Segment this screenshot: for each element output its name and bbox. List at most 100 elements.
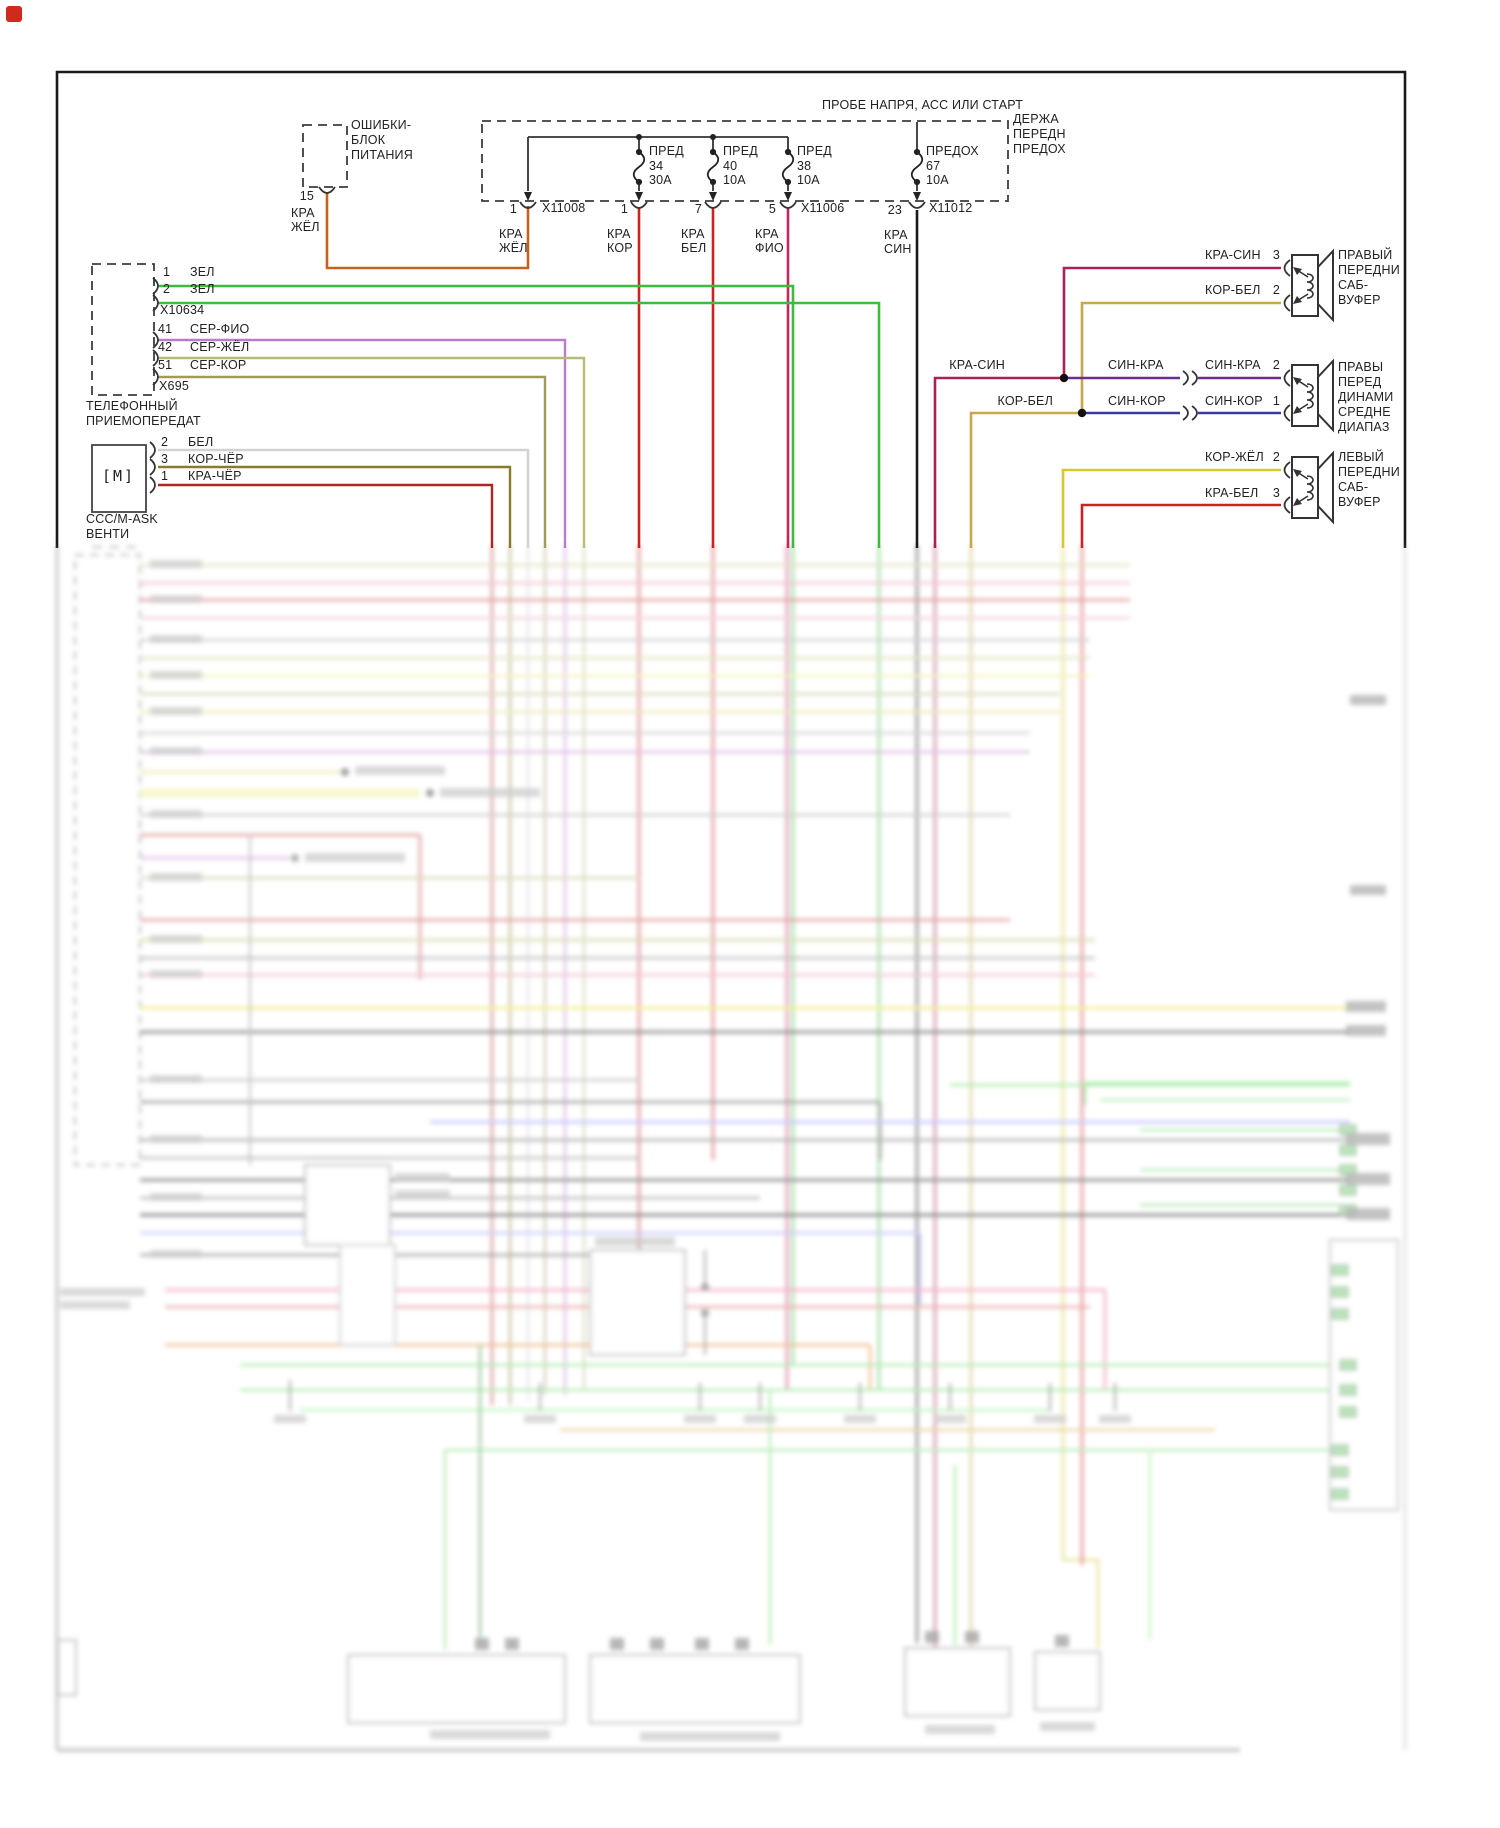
wire-label: КОР-ЧЁР <box>188 452 244 466</box>
connector-id: X11012 <box>929 201 973 215</box>
fuse-number: 67 <box>926 159 941 173</box>
fuse-label: ПРЕД <box>797 144 832 158</box>
fuse-rating: 10А <box>926 173 949 187</box>
diagram-frame <box>55 70 1407 548</box>
fuse-label: ПРЕД <box>723 144 758 158</box>
error-block-label: ОШИБКИ- <box>351 118 412 132</box>
pin-number: 41 <box>158 322 173 336</box>
wire-label: СИН-КОР <box>1108 394 1166 408</box>
wire-label: ЗЕЛ <box>190 282 215 296</box>
pin-number: 2 <box>1272 450 1280 464</box>
speaker-name: САБ- <box>1338 278 1369 292</box>
wire-kra-sin-speaker <box>933 266 1281 548</box>
wire-label: ЗЕЛ <box>190 265 215 279</box>
pin-number: 2 <box>163 282 171 296</box>
speaker-name: ПРАВЫ <box>1338 360 1384 374</box>
wire-label: КОР-БЕЛ <box>1205 283 1261 297</box>
wire-label: СИН-КОР <box>1205 394 1263 408</box>
pin-number: 3 <box>1272 248 1280 262</box>
wire-label: ЖЁЛ <box>499 241 528 255</box>
junction-dot <box>1077 408 1087 418</box>
wire-label: СЕР-ЖЁЛ <box>190 340 250 354</box>
blurred-diagram-region <box>50 545 1495 1828</box>
pin-number: 3 <box>1272 486 1280 500</box>
speaker-name: ПРАВЫЙ <box>1338 248 1393 262</box>
pin-number: 42 <box>158 340 173 354</box>
junction-dot <box>1059 373 1069 383</box>
pin-number: 2 <box>1272 358 1280 372</box>
telephone-box-outline <box>91 263 155 396</box>
wire-kra-bel <box>1080 503 1281 548</box>
speaker-name: САБ- <box>1338 480 1369 494</box>
component-name: ТЕЛЕФОННЫЙ <box>86 399 178 413</box>
wire-kor-bel-speaker <box>969 301 1281 548</box>
fuse-number: 38 <box>797 159 812 173</box>
blurred-artwork <box>55 545 1406 1752</box>
pin-number: 7 <box>694 202 702 216</box>
fuse-rating: 10А <box>797 173 820 187</box>
diagram-artwork <box>55 70 1407 548</box>
wire-label: КРА <box>755 227 779 241</box>
pin-number: 2 <box>1272 283 1280 297</box>
wire-ser-kor <box>157 375 547 548</box>
fuse-rating: 30А <box>649 173 672 187</box>
speaker-right-front-subwoofer-icon <box>1283 250 1334 321</box>
fuse-number: 40 <box>723 159 738 173</box>
wire-label: ЖЁЛ <box>291 220 320 234</box>
wire-kra-zhel <box>325 192 530 270</box>
speaker-name: ПЕРЕДНИ <box>1338 465 1400 479</box>
wire-label: СИН-КРА <box>1108 358 1164 372</box>
wire-label: СЕР-КОР <box>190 358 247 372</box>
wire-label: КОР-ЖЁЛ <box>1205 450 1264 464</box>
fuse-38-icon <box>781 147 795 187</box>
wire-kra-cher <box>158 483 494 548</box>
pin-number: 23 <box>887 203 902 217</box>
error-block-label: ПИТАНИЯ <box>351 148 413 162</box>
fuse-67-icon <box>910 147 924 187</box>
speaker-name: ДИНАМИ <box>1338 390 1394 404</box>
connector-id: X11008 <box>542 201 586 215</box>
speaker-name: ДИАПАЗ <box>1338 420 1390 434</box>
wire-label: КРА-БЕЛ <box>1205 486 1259 500</box>
speaker-right-front-midrange-icon <box>1283 360 1334 431</box>
pin-number: 1 <box>163 265 171 279</box>
wire-label: КОР <box>607 241 633 255</box>
error-power-block-outline <box>302 124 348 188</box>
motor-symbol: [М] <box>102 467 136 485</box>
wire-label: КРА-СИН <box>949 358 1005 372</box>
pin-number: 2 <box>161 435 169 449</box>
wire-label: БЕЛ <box>188 435 214 449</box>
inline-connector-icon <box>1182 370 1198 421</box>
speaker-name: ПЕРЕДНИ <box>1338 263 1400 277</box>
speaker-name: ВУФЕР <box>1338 495 1381 509</box>
pin-number: 1 <box>1272 394 1280 408</box>
speaker-name: СРЕДНЕ <box>1338 405 1391 419</box>
speaker-name: ВУФЕР <box>1338 293 1381 307</box>
fuse-40-icon <box>706 147 720 187</box>
wire-label: БЕЛ <box>681 241 707 255</box>
connector-id: X695 <box>159 379 189 393</box>
pin-number: 15 <box>299 189 314 203</box>
wire-label: КРА <box>681 227 705 241</box>
component-name: ПРИЕМОПЕРЕДАТ <box>86 414 201 428</box>
wire-label: КРА-ЧЁР <box>188 469 242 483</box>
wire-label: КРА <box>499 227 523 241</box>
wire-label: КРА <box>884 228 908 242</box>
fuse-label: ПРЕД <box>649 144 684 158</box>
wire-label: ФИО <box>755 241 784 255</box>
speaker-left-front-subwoofer-icon <box>1283 452 1334 523</box>
speaker-name: ЛЕВЫЙ <box>1338 450 1384 464</box>
pin-number: 51 <box>158 358 173 372</box>
component-name: CCC/M-ASK <box>86 512 158 526</box>
wire-kor-cher <box>158 465 512 548</box>
wire-ser-zhel <box>157 356 586 548</box>
fusebox-side-label: ПРЕДОХ <box>1013 142 1066 156</box>
fuse-number: 34 <box>649 159 664 173</box>
pin-number: 1 <box>161 469 169 483</box>
pin-number: 1 <box>620 202 628 216</box>
wire-label: СИН <box>884 242 912 256</box>
wire-kor-zhel <box>1061 468 1281 548</box>
pin-number: 3 <box>161 452 169 466</box>
error-block-label: БЛОК <box>351 133 386 147</box>
